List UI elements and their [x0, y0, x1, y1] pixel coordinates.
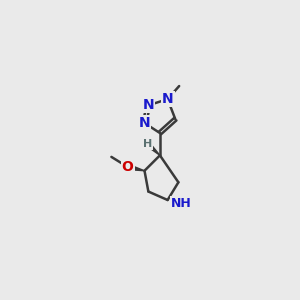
Text: NH: NH [171, 196, 191, 210]
Text: O: O [122, 160, 134, 174]
Polygon shape [146, 142, 160, 155]
Polygon shape [127, 164, 145, 171]
Text: N: N [139, 116, 150, 130]
Text: N: N [162, 92, 173, 106]
Text: N: N [142, 98, 154, 112]
Text: H: H [143, 139, 152, 149]
